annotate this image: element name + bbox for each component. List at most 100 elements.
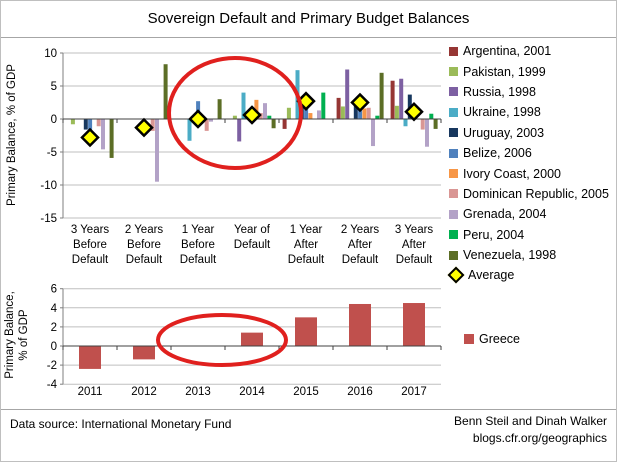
bar xyxy=(394,105,399,119)
bar xyxy=(217,99,222,119)
bar xyxy=(155,119,159,182)
bar xyxy=(371,119,375,147)
legend-item-label: Argentina, 2001 xyxy=(463,44,552,59)
bar xyxy=(390,80,395,119)
year-label: 2016 xyxy=(347,386,373,398)
bar xyxy=(241,92,246,119)
legend-item-label: Average xyxy=(468,268,515,283)
category-label: 1 Year Before Default xyxy=(179,224,217,266)
legend-item-label: Uruguay, 2003 xyxy=(463,125,545,140)
bottom-chart-category-labels: 2011 2012 2013 2014 2015 2016 2017 xyxy=(63,386,441,398)
category-label: Year of Default xyxy=(233,224,271,251)
bar xyxy=(109,119,114,158)
legend-item: Argentina, 2001 xyxy=(449,41,609,61)
bar xyxy=(79,346,101,369)
bar xyxy=(286,107,291,119)
bar xyxy=(345,69,350,119)
chart-title: Sovereign Default and Primary Budget Bal… xyxy=(147,10,470,27)
bar xyxy=(241,332,263,346)
average-marker xyxy=(242,105,262,125)
footer-divider xyxy=(1,409,616,410)
y-tick-label: 6 xyxy=(51,284,57,296)
legend-item-label: Ukraine, 1998 xyxy=(463,105,541,120)
bar xyxy=(349,303,371,346)
legend-color-swatch xyxy=(449,107,458,117)
bar xyxy=(399,78,404,119)
legend-item: Peru, 2004 xyxy=(449,225,609,245)
bar xyxy=(254,99,259,119)
bar xyxy=(271,119,276,129)
annotation-ellipse xyxy=(156,313,288,367)
legend-item: Pakistan, 1999 xyxy=(449,61,609,81)
bar xyxy=(263,103,267,119)
greece-legend-label: Greece xyxy=(479,332,520,346)
legend-color-swatch xyxy=(449,230,458,240)
bar xyxy=(317,110,321,119)
category-label: 1 Year After Default xyxy=(287,224,325,266)
bar xyxy=(83,119,88,130)
y-tick-label: -15 xyxy=(40,213,57,225)
bar xyxy=(267,115,272,119)
legend-color-swatch xyxy=(449,128,458,138)
top-chart: 10 5 0 -5 -10 -15 Primary Balance, % of GDP xyxy=(6,48,442,225)
year-label: 2017 xyxy=(401,386,427,398)
bar xyxy=(304,107,309,119)
top-chart-category-labels: 3 Years Before Default 2 Years Before Default… xyxy=(63,223,441,268)
bar xyxy=(133,346,155,360)
bar xyxy=(209,119,213,122)
year-label: 2014 xyxy=(239,386,265,398)
legend-item-label: Pakistan, 1999 xyxy=(463,64,546,79)
bar xyxy=(187,119,192,141)
y-tick-label: 2 xyxy=(51,322,57,334)
data-source-text: Data source: International Monetary Fund xyxy=(10,417,232,431)
average-marker xyxy=(134,117,154,138)
bar xyxy=(362,108,367,119)
credit-text: Benn Steil and Dinah Walker blogs.cfr.or… xyxy=(454,413,607,447)
bar xyxy=(295,317,317,346)
y-tick-label: 5 xyxy=(51,81,57,93)
legend-item-label: Grenada, 2004 xyxy=(463,207,547,222)
legend-item: Dominican Republic, 2005 xyxy=(449,184,609,204)
bar xyxy=(282,119,287,129)
y-axis-title: Primary Balance, % of GDP xyxy=(6,64,18,206)
bar xyxy=(379,72,384,119)
credit-url: blogs.cfr.org/geographics xyxy=(472,431,607,445)
legend-item: Ivory Coast, 2000 xyxy=(449,163,609,183)
annotation-ellipse xyxy=(167,56,303,170)
bar xyxy=(433,119,438,129)
legend-color-swatch xyxy=(449,148,458,158)
bar xyxy=(353,103,358,119)
bar xyxy=(101,119,105,150)
legend-item: Grenada, 2004 xyxy=(449,204,609,224)
title-divider xyxy=(1,37,616,38)
legend-item: Uruguay, 2003 xyxy=(449,123,609,143)
bar xyxy=(403,303,425,346)
legend-item: Venezuela, 1998 xyxy=(449,245,609,265)
bar xyxy=(232,115,237,119)
legend-item-label: Peru, 2004 xyxy=(463,227,525,242)
legend-item: Belize, 2006 xyxy=(449,143,609,163)
y-tick-label: -4 xyxy=(47,379,58,391)
top-chart-legend: Argentina, 2001 Pakistan, 1999 Russia, 199… xyxy=(447,41,609,286)
y-tick-label: 0 xyxy=(51,341,57,353)
legend-item-label: Ivory Coast, 2000 xyxy=(463,166,561,181)
legend-item: Russia, 1998 xyxy=(449,82,609,102)
bar xyxy=(429,113,434,119)
bar xyxy=(321,92,326,119)
bar xyxy=(88,119,93,135)
bottom-chart-legend: Greece xyxy=(464,332,520,346)
category-label: 3 Years Before Default xyxy=(70,224,110,266)
bar xyxy=(420,119,425,130)
credit-authors: Benn Steil and Dinah Walker xyxy=(454,414,607,428)
average-marker xyxy=(404,101,424,122)
bar xyxy=(204,119,209,131)
legend-item: Ukraine, 1998 xyxy=(449,102,609,122)
year-label: 2013 xyxy=(185,386,211,398)
y-tick-label: 10 xyxy=(44,48,57,60)
legend-item-label: Belize, 2006 xyxy=(463,146,532,161)
bar xyxy=(96,119,101,127)
legend-color-swatch xyxy=(449,209,458,219)
y-tick-label: -5 xyxy=(47,147,57,159)
category-label: 3 Years After Default xyxy=(394,224,434,266)
